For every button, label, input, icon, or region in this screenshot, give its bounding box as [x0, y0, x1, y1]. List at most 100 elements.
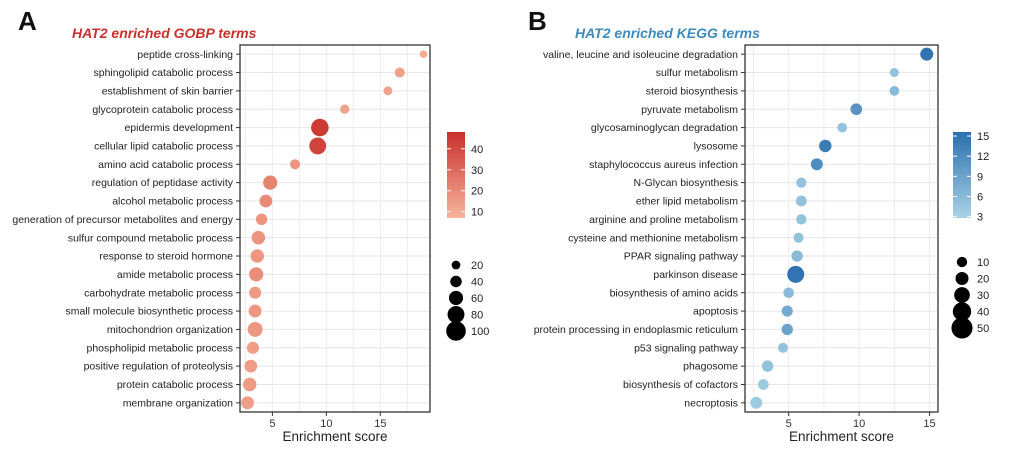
data-point: [248, 304, 262, 318]
category-label: mitochondrion organization: [107, 324, 233, 336]
category-label: peptide cross-linking: [137, 49, 233, 61]
category-label: generation of precursor metabolites and …: [12, 214, 233, 226]
colorbar-tick-label: 15: [977, 131, 989, 143]
data-point: [757, 379, 769, 390]
category-label: lysosome: [694, 141, 739, 153]
x-tick-label: 5: [269, 418, 275, 430]
size-legend-dot: [954, 287, 970, 303]
size-legend-label: 20: [977, 274, 989, 286]
x-axis-label: Enrichment score: [282, 429, 387, 444]
data-point: [796, 214, 807, 225]
panel-b-title: HAT2 enriched KEGG terms: [575, 25, 760, 41]
colorbar-tick-label: 40: [471, 144, 483, 156]
data-point: [793, 232, 804, 243]
category-label: positive regulation of proteolysis: [84, 361, 233, 373]
category-label: PPAR signaling pathway: [624, 251, 739, 263]
category-label: protein catabolic process: [117, 379, 233, 391]
category-label: response to steroid hormone: [99, 251, 233, 263]
data-point: [889, 68, 899, 77]
category-label: phagosome: [683, 361, 738, 373]
plot-frame: [744, 44, 939, 413]
panel-b-letter: B: [528, 6, 547, 36]
category-label: membrane organization: [123, 397, 233, 409]
category-label: cysteine and methionine metabolism: [568, 232, 738, 244]
data-point: [796, 177, 807, 188]
data-point: [250, 249, 265, 263]
category-label: apoptosis: [693, 306, 738, 318]
category-label: pyruvate metabolism: [641, 104, 738, 116]
panel-a: A HAT2 enriched GOBP terms peptide cross…: [12, 6, 489, 444]
data-point: [249, 286, 262, 299]
category-label: alcohol metabolic process: [112, 196, 233, 208]
category-label: N-Glycan biosynthesis: [634, 177, 738, 189]
category-label: glycoprotein catabolic process: [92, 104, 233, 116]
data-point: [259, 194, 273, 208]
category-label: biosynthesis of cofactors: [623, 379, 738, 391]
data-point: [781, 305, 793, 317]
category-label: amino acid catabolic process: [98, 159, 233, 171]
category-label: necroptosis: [684, 397, 738, 409]
category-label: sulfur metabolism: [656, 67, 739, 79]
data-point: [251, 230, 266, 245]
data-point: [750, 396, 763, 409]
size-legend-dot: [451, 260, 461, 270]
size-legend-dot: [446, 321, 466, 341]
data-point: [311, 118, 329, 137]
colorbar-tick-label: 20: [471, 186, 483, 198]
data-point: [309, 137, 327, 155]
category-label: protein processing in endoplasmic reticu…: [534, 324, 739, 336]
size-legend-dot: [450, 275, 462, 288]
x-axis-label: Enrichment score: [789, 429, 894, 444]
category-label: regulation of peptidase activity: [92, 177, 234, 189]
category-label: phospholipid metabolic process: [86, 342, 233, 354]
data-point: [244, 359, 258, 373]
category-label: sphingolipid catabolic process: [94, 67, 234, 79]
plot-frame: [239, 44, 431, 413]
colorbar-tick-label: 3: [977, 212, 983, 224]
category-label: carbohydrate metabolic process: [84, 287, 233, 299]
size-legend-label: 20: [471, 260, 483, 272]
size-legend-label: 30: [977, 290, 989, 302]
colorbar-tick-label: 10: [471, 207, 483, 219]
category-label: epidermis development: [124, 122, 233, 134]
x-tick-label: 15: [374, 418, 386, 430]
x-tick-label: 10: [320, 418, 332, 430]
colorbar-tick-label: 30: [471, 165, 483, 177]
data-point: [340, 104, 350, 114]
data-point: [290, 159, 301, 170]
panel-a-letter: A: [18, 6, 37, 36]
data-point: [255, 213, 268, 226]
category-label: establishment of skin barrier: [102, 85, 234, 97]
data-point: [787, 265, 805, 283]
data-point: [247, 322, 263, 337]
data-point: [889, 85, 900, 96]
size-legend-label: 60: [471, 293, 483, 305]
data-point: [795, 195, 807, 207]
colorbar: [447, 132, 465, 218]
category-label: biosynthesis of amino acids: [610, 287, 738, 299]
data-point: [920, 47, 934, 61]
size-legend-label: 40: [977, 307, 989, 319]
data-point: [810, 158, 823, 171]
data-point: [791, 250, 803, 262]
colorbar: [953, 132, 971, 218]
category-label: glycosaminoglycan degradation: [591, 122, 738, 134]
category-label: amide metabolic process: [117, 269, 233, 281]
size-legend-dot: [956, 256, 968, 268]
category-label: ether lipid metabolism: [636, 196, 738, 208]
data-point: [246, 341, 260, 354]
category-label: steroid biosynthesis: [646, 85, 738, 97]
panel-b-plot: valine, leucine and isoleucine degradati…: [534, 44, 989, 444]
data-point: [850, 103, 863, 116]
size-legend-label: 80: [471, 310, 483, 322]
colorbar-tick-label: 12: [977, 151, 989, 163]
x-tick-label: 10: [853, 418, 865, 430]
category-label: p53 signaling pathway: [634, 342, 739, 354]
data-point: [241, 396, 254, 410]
size-legend-label: 100: [471, 326, 489, 338]
data-point: [778, 342, 789, 353]
size-legend-dot: [448, 290, 464, 306]
data-point: [761, 360, 774, 372]
size-legend-dot: [951, 317, 973, 339]
